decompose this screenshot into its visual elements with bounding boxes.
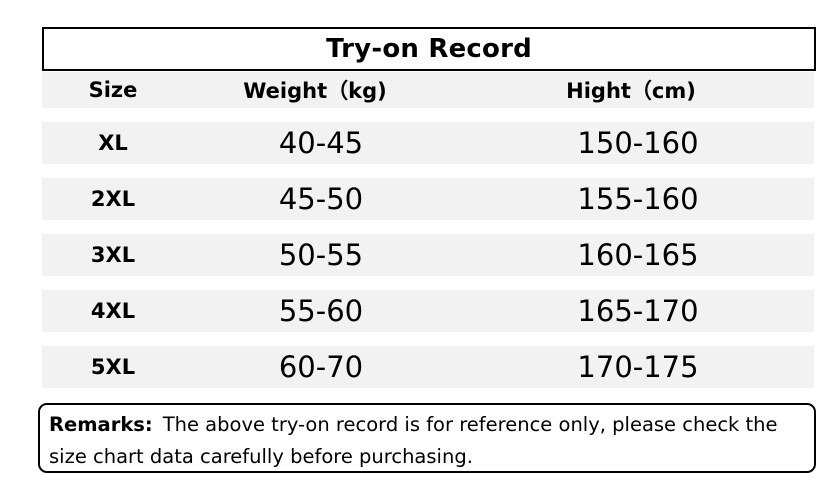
page-title: Try-on Record bbox=[326, 34, 532, 64]
table-header-row: Size Weight（kg) Hight（cm) bbox=[42, 72, 814, 108]
remarks-label: Remarks: bbox=[49, 413, 153, 436]
weight-cell: 55-60 bbox=[278, 294, 364, 328]
size-cell: 3XL bbox=[90, 243, 136, 267]
height-cell: 150-160 bbox=[577, 126, 699, 160]
weight-cell: 45-50 bbox=[278, 182, 364, 216]
weight-cell: 60-70 bbox=[278, 350, 364, 384]
table-row: 3XL 50-55 160-165 bbox=[42, 234, 814, 276]
remarks-text: The above try-on record is for reference… bbox=[49, 413, 778, 468]
size-cell: 4XL bbox=[90, 299, 136, 323]
remarks-box: Remarks: The above try-on record is for r… bbox=[38, 403, 816, 473]
table-row: 2XL 45-50 155-160 bbox=[42, 178, 814, 220]
weight-cell: 50-55 bbox=[278, 238, 364, 272]
height-cell: 155-160 bbox=[577, 182, 699, 216]
size-cell: 5XL bbox=[90, 355, 136, 379]
table-row: 4XL 55-60 165-170 bbox=[42, 290, 814, 332]
header-size: Size bbox=[88, 78, 138, 102]
weight-cell: 40-45 bbox=[278, 126, 364, 160]
size-cell: 2XL bbox=[90, 187, 136, 211]
size-cell: XL bbox=[98, 131, 128, 155]
header-weight: Weight（kg) bbox=[243, 79, 387, 103]
header-height: Hight（cm) bbox=[566, 79, 696, 103]
height-cell: 165-170 bbox=[577, 294, 699, 328]
table-row: 5XL 60-70 170-175 bbox=[42, 346, 814, 388]
table-row: XL 40-45 150-160 bbox=[42, 122, 814, 164]
height-cell: 160-165 bbox=[577, 238, 699, 272]
height-cell: 170-175 bbox=[577, 350, 699, 384]
title-box: Try-on Record bbox=[42, 27, 816, 71]
